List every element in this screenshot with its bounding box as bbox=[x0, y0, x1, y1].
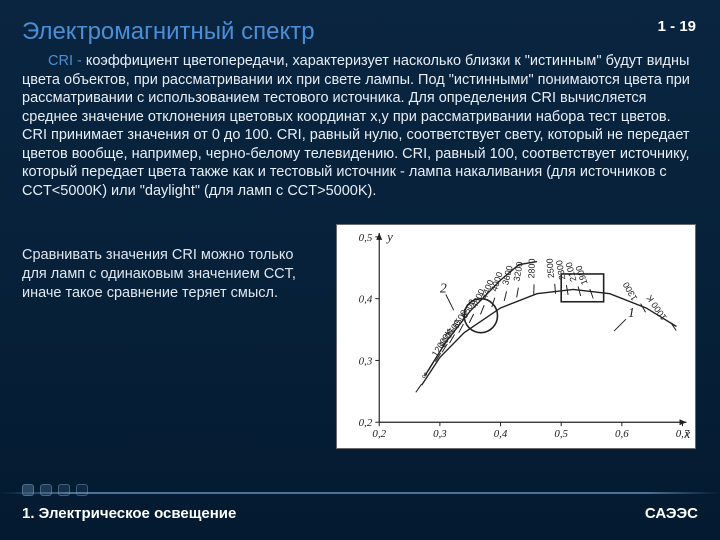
svg-text:0,4: 0,4 bbox=[359, 294, 373, 306]
side-note: Сравнивать значения CRI можно только для… bbox=[22, 224, 322, 303]
svg-text:0,3: 0,3 bbox=[359, 356, 373, 368]
svg-text:y: y bbox=[385, 230, 393, 244]
svg-text:0,6: 0,6 bbox=[615, 428, 629, 440]
svg-text:0,4: 0,4 bbox=[494, 428, 508, 440]
svg-text:0,5: 0,5 bbox=[554, 428, 568, 440]
svg-text:2800: 2800 bbox=[526, 259, 537, 279]
footer-bar: 1. Электрическое освещение САЭЭС bbox=[0, 492, 720, 540]
slide-title: Электромагнитный спектр bbox=[22, 18, 698, 46]
slide: 1 - 19 Электромагнитный спектр CRI - коэ… bbox=[0, 0, 720, 540]
svg-text:0,2: 0,2 bbox=[372, 428, 386, 440]
page-number: 1 - 19 bbox=[658, 18, 696, 35]
svg-text:0,3: 0,3 bbox=[433, 428, 447, 440]
svg-text:1000 K: 1000 K bbox=[644, 294, 668, 323]
svg-text:3200: 3200 bbox=[512, 261, 525, 282]
lead-term: CRI - bbox=[48, 53, 86, 69]
chromaticity-chart: 0,20,30,40,50,60,70,20,30,40,5xy∞12000K9… bbox=[336, 224, 696, 449]
svg-text:1: 1 bbox=[628, 307, 635, 322]
svg-text:x: x bbox=[683, 427, 690, 441]
svg-text:0,2: 0,2 bbox=[359, 418, 373, 430]
svg-text:1900: 1900 bbox=[573, 265, 589, 287]
body-paragraph: CRI - коэффициент цветопередачи, характе… bbox=[22, 52, 698, 200]
paragraph-text: коэффициент цветопередачи, характеризует… bbox=[22, 53, 690, 199]
footer-left: 1. Электрическое освещение bbox=[22, 505, 236, 522]
content-row: Сравнивать значения CRI можно только для… bbox=[22, 224, 698, 449]
svg-text:0,5: 0,5 bbox=[359, 232, 373, 244]
chart-svg: 0,20,30,40,50,60,70,20,30,40,5xy∞12000K9… bbox=[337, 225, 695, 448]
footer-right: САЭЭС bbox=[645, 505, 698, 522]
svg-text:2: 2 bbox=[440, 282, 447, 297]
